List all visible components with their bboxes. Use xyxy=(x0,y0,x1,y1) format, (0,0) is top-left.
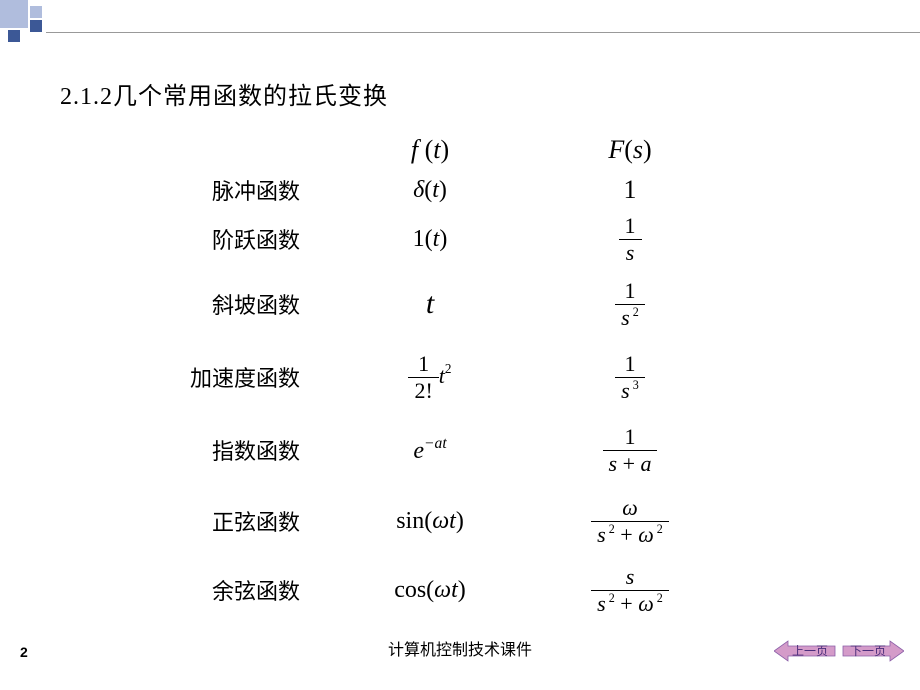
row-label: 余弦函数 xyxy=(0,574,330,606)
row-fs: 1 xyxy=(530,175,730,205)
row-ft: cos(ωt) xyxy=(330,577,530,604)
table-row: 脉冲函数 δ(t) 1 xyxy=(0,170,920,210)
row-label: 阶跃函数 xyxy=(0,223,330,255)
table-row: 指数函数 e−at 1s + a xyxy=(0,414,920,486)
row-label: 斜坡函数 xyxy=(0,288,330,320)
header-ft: f (t) xyxy=(330,135,530,165)
row-label: 加速度函数 xyxy=(0,361,330,393)
svg-text:上一页: 上一页 xyxy=(792,644,828,658)
table-row: 余弦函数 cos(ωt) ss 2 + ω 2 xyxy=(0,556,920,624)
row-fs: ss 2 + ω 2 xyxy=(530,564,730,617)
next-button[interactable]: 下一页 xyxy=(842,640,904,662)
section-heading: 2.1.2几个常用函数的拉氏变换 xyxy=(60,76,388,111)
svg-text:下一页: 下一页 xyxy=(850,644,886,658)
row-ft: 1(t) xyxy=(330,226,530,253)
row-fs: 1s xyxy=(530,213,730,266)
row-label: 指数函数 xyxy=(0,434,330,466)
table-header-row: f (t) F(s) xyxy=(0,130,920,170)
top-divider xyxy=(46,32,920,33)
row-ft: 12!t2 xyxy=(330,351,530,404)
nav-buttons: 上一页 下一页 xyxy=(774,640,904,662)
row-ft: t xyxy=(330,287,530,321)
row-ft: e−at xyxy=(330,436,530,465)
row-fs: 1s 2 xyxy=(530,278,730,331)
row-ft: sin(ωt) xyxy=(330,508,530,535)
header-fs: F(s) xyxy=(530,135,730,165)
row-fs: 1s 3 xyxy=(530,351,730,404)
row-label: 正弦函数 xyxy=(0,505,330,537)
row-fs: ωs 2 + ω 2 xyxy=(530,495,730,548)
prev-button[interactable]: 上一页 xyxy=(774,640,836,662)
table-row: 加速度函数 12!t2 1s 3 xyxy=(0,340,920,414)
row-ft: δ(t) xyxy=(330,177,530,204)
row-label: 脉冲函数 xyxy=(0,174,330,206)
table-row: 阶跃函数 1(t) 1s xyxy=(0,210,920,268)
table-row: 正弦函数 sin(ωt) ωs 2 + ω 2 xyxy=(0,486,920,556)
table-row: 斜坡函数 t 1s 2 xyxy=(0,268,920,340)
row-fs: 1s + a xyxy=(530,424,730,477)
transform-table: f (t) F(s) 脉冲函数 δ(t) 1 阶跃函数 1(t) 1s 斜坡函数… xyxy=(0,130,920,624)
